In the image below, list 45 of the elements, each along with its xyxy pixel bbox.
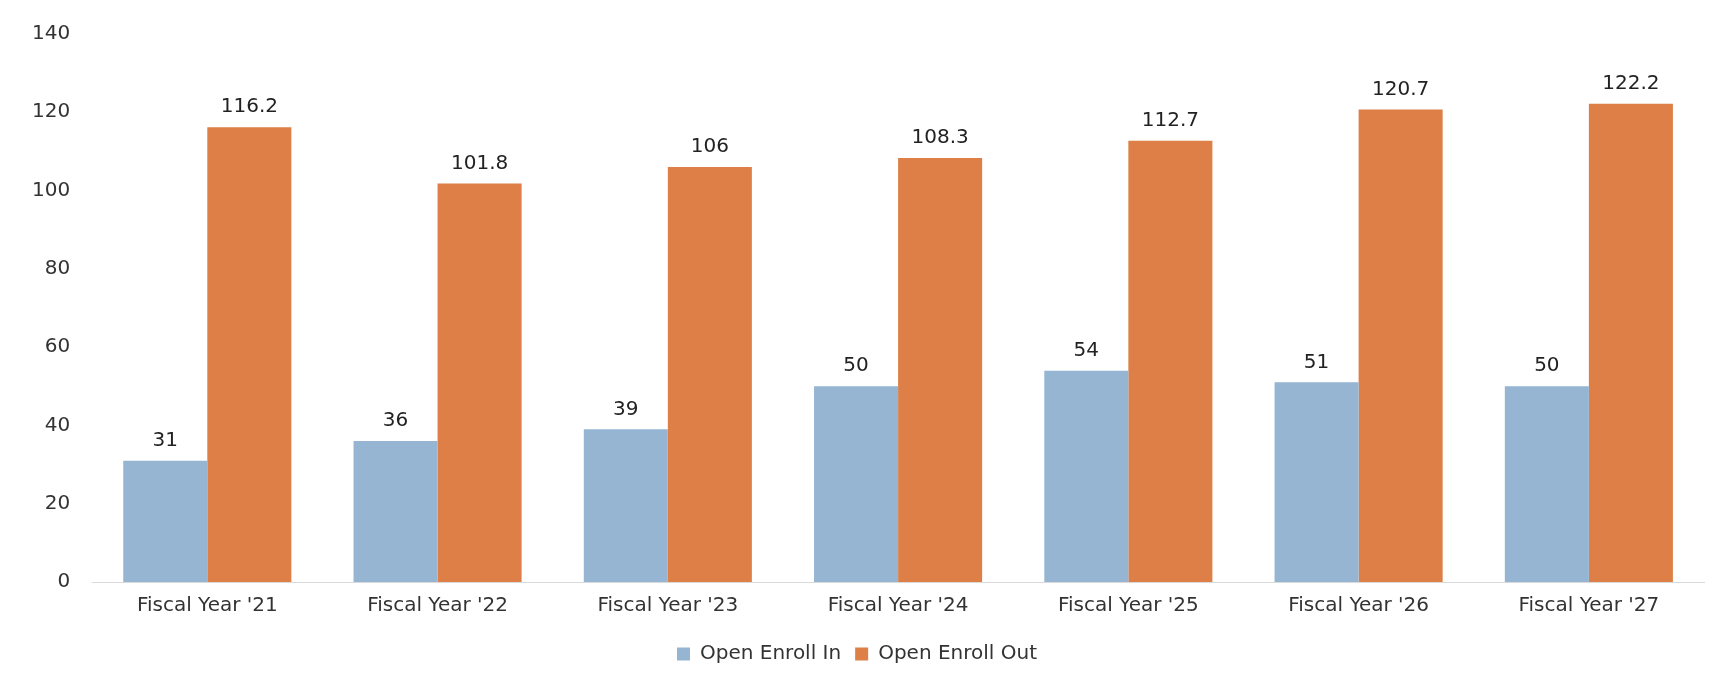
x-tick-label: Fiscal Year '22: [367, 592, 508, 617]
y-tick-label: 20: [44, 489, 71, 514]
y-tick-label: 80: [44, 255, 71, 280]
data-label: 108.3: [911, 124, 969, 149]
bar: [437, 183, 522, 582]
bar: [1044, 370, 1129, 582]
data-label: 106: [690, 133, 729, 158]
x-tick-label: Fiscal Year '27: [1518, 592, 1660, 617]
bar: [1504, 386, 1589, 582]
x-tick-label: Fiscal Year '23: [597, 592, 739, 617]
bar: [123, 460, 208, 582]
bar: [1128, 140, 1213, 582]
bar: [1358, 109, 1443, 582]
data-label: 31: [152, 426, 179, 451]
bar: [898, 158, 983, 582]
data-label: 120.7: [1372, 75, 1430, 100]
x-tick-label: Fiscal Year '24: [827, 592, 969, 617]
data-label: 112.7: [1141, 107, 1199, 132]
bar: [1274, 382, 1359, 582]
legend-label: Open Enroll Out: [878, 640, 1038, 665]
x-tick-label: Fiscal Year '21: [136, 592, 278, 617]
y-tick-label: 60: [44, 333, 71, 358]
data-label: 39: [613, 395, 639, 420]
x-tick-label: Fiscal Year '26: [1288, 592, 1430, 617]
y-tick-label: 100: [31, 176, 71, 201]
data-label: 122.2: [1602, 69, 1660, 94]
legend-label: Open Enroll In: [700, 640, 842, 665]
data-label: 50: [843, 352, 869, 377]
data-label: 50: [1534, 352, 1560, 377]
bar: [207, 127, 292, 582]
y-tick-label: 140: [31, 20, 71, 45]
data-label: 54: [1073, 336, 1100, 361]
y-tick-label: 120: [31, 98, 71, 123]
bar: [814, 386, 899, 582]
data-label: 116.2: [220, 93, 278, 118]
bar: [353, 441, 438, 582]
bar: [583, 429, 668, 582]
x-tick-label: Fiscal Year '25: [1057, 592, 1199, 617]
data-label: 101.8: [450, 149, 509, 174]
data-label: 36: [382, 407, 409, 432]
bar: [1588, 103, 1673, 582]
y-tick-label: 40: [44, 411, 71, 436]
bar: [667, 167, 752, 582]
y-tick-label: 0: [57, 568, 71, 593]
data-label: 51: [1303, 348, 1330, 373]
